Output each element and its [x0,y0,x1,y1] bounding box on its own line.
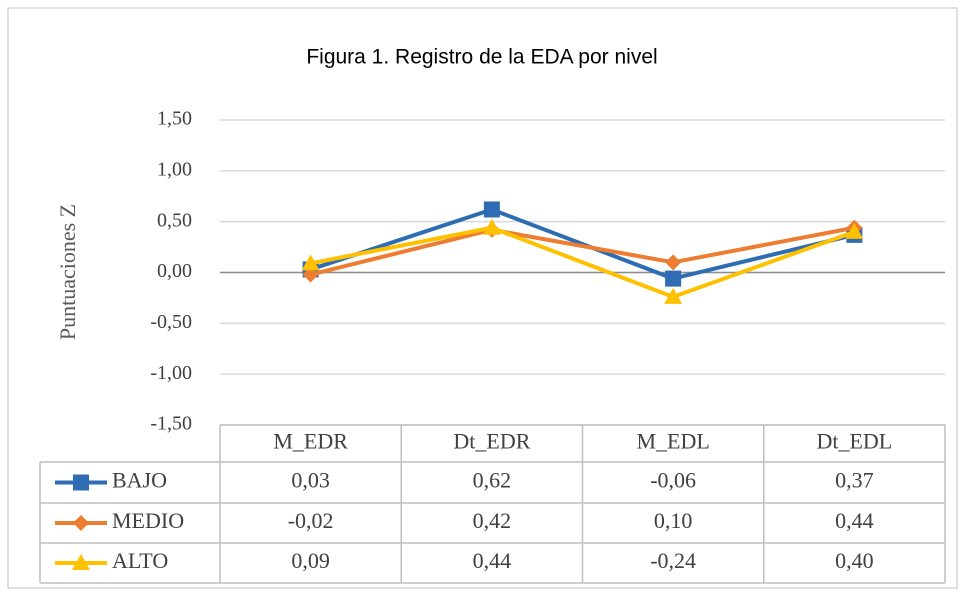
y-tick-label: 1,00 [157,158,192,180]
y-axis-label: Puntuaciones Z [55,204,80,340]
legend-label: ALTO [112,548,168,573]
x-tick-label: Dt_EDR [453,429,530,454]
y-tick-label: 0,50 [157,209,192,231]
legend-label: MEDIO [112,508,184,533]
point-marker [301,254,320,271]
y-tick-label: -0,50 [150,311,192,333]
table-cell: 0,44 [473,548,512,573]
point-marker [482,218,501,235]
table-cell: 0,42 [473,508,512,533]
chart-title: Figura 1. Registro de la EDA por nivel [306,46,657,69]
legend-label: BAJO [112,468,167,493]
table-cell: 0,44 [835,508,874,533]
point-marker [664,287,683,304]
table-cell: -0,06 [650,468,696,493]
y-tick-label: -1,00 [150,362,192,384]
table-cell: 0,37 [835,468,874,493]
legend-marker [73,515,89,531]
table-cell: 0,03 [291,468,330,493]
y-tick-label: 0,00 [157,260,192,282]
chart-border [7,7,958,589]
point-marker [665,254,682,271]
table-cell: 0,09 [291,548,330,573]
table-cell: 0,62 [473,468,512,493]
series-line [310,225,856,299]
point-marker [483,201,500,218]
y-tick-label: 1,50 [157,108,192,130]
table-cell: 0,40 [835,548,874,573]
table-cell: -0,02 [288,508,334,533]
legend-marker [73,474,89,491]
series-line [309,207,855,281]
series-line [310,225,855,277]
legend-marker [72,554,90,570]
point-marker [665,270,682,287]
point-marker [302,266,319,283]
x-tick-label: M_EDL [636,429,709,454]
x-tick-label: M_EDR [273,429,348,454]
point-marker [845,222,864,239]
table-cell: -0,24 [650,548,696,573]
table-cell: 0,10 [654,508,693,533]
y-tick-label: -1,50 [150,413,192,435]
x-tick-label: Dt_EDL [816,429,892,454]
